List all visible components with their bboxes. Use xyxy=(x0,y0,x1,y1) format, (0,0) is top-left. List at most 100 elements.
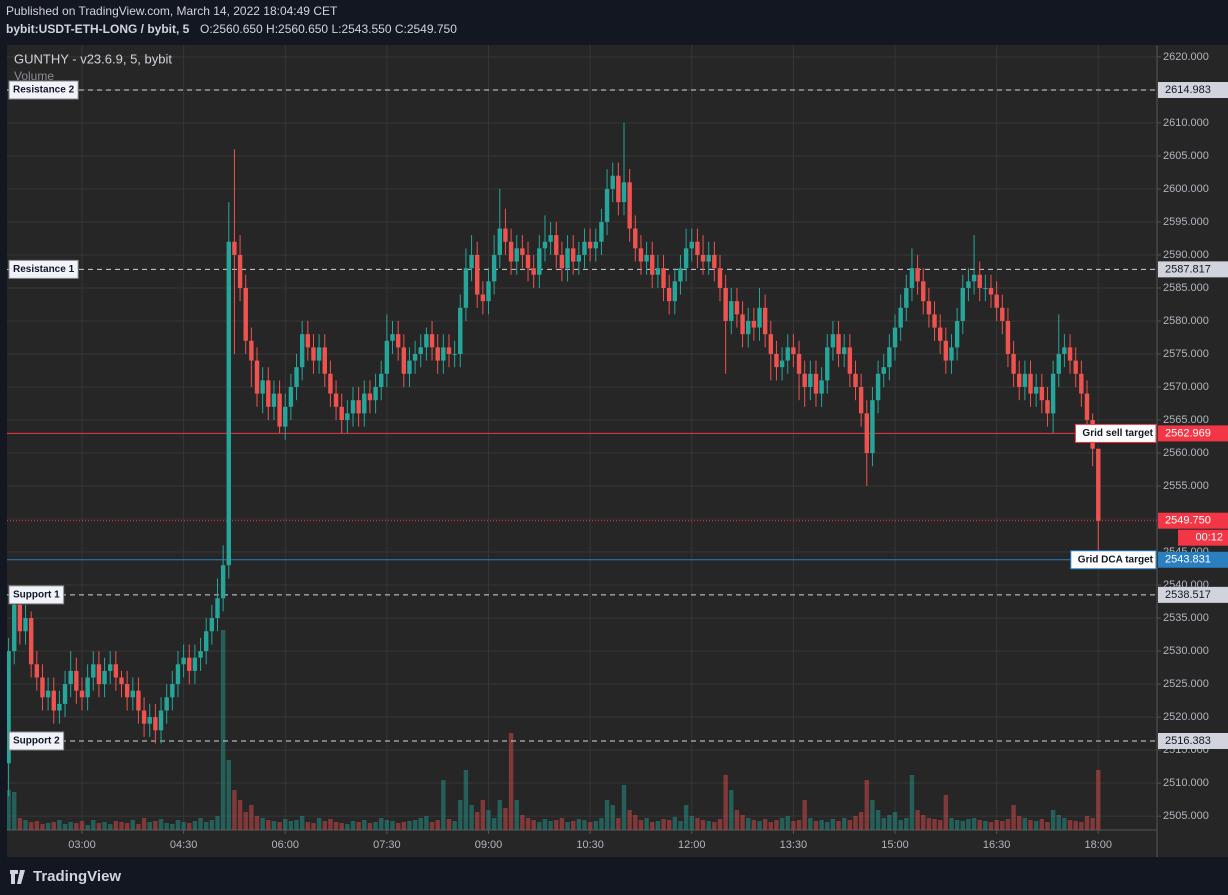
last-price-label: 2549.750 xyxy=(1165,515,1211,527)
level-label: Support 1 xyxy=(13,589,60,600)
volume-bar xyxy=(915,810,920,830)
volume-bar xyxy=(542,819,548,830)
volume-bar xyxy=(1084,816,1090,830)
target-price: 2543.831 xyxy=(1165,554,1211,566)
volume-bar xyxy=(96,823,102,830)
volume-bar xyxy=(672,817,678,830)
y-tick-label: 2505.000 xyxy=(1163,810,1209,822)
level-label-box xyxy=(8,585,65,605)
candle-body xyxy=(870,400,875,454)
plot-background xyxy=(7,45,1157,857)
candle-body xyxy=(136,690,141,711)
candle-body xyxy=(271,393,277,407)
candle-body xyxy=(785,347,790,361)
candle-body xyxy=(746,320,751,335)
target-price: 2562.969 xyxy=(1165,427,1211,439)
volume-bar xyxy=(85,825,90,830)
candle-body xyxy=(1033,386,1039,394)
volume-bar xyxy=(23,820,28,830)
volume-bar xyxy=(548,821,553,830)
candle-body xyxy=(548,235,553,242)
candle-body xyxy=(418,347,423,354)
volume-bar xyxy=(271,821,277,830)
volume-bar xyxy=(881,818,886,830)
volume-bar xyxy=(34,821,40,830)
candle-body xyxy=(424,334,429,348)
candle-body xyxy=(1011,353,1016,374)
volume-bar xyxy=(412,820,418,830)
volume-bar xyxy=(108,824,113,830)
volume-bar xyxy=(113,821,119,830)
volume-bar xyxy=(508,733,514,830)
candle-body xyxy=(520,248,525,255)
level-price-box xyxy=(1158,586,1228,603)
volume-bar xyxy=(796,820,802,830)
candle-body xyxy=(842,347,847,354)
y-tick-label: 2580.000 xyxy=(1163,315,1209,327)
candle-body xyxy=(226,241,231,566)
candle-body xyxy=(994,294,999,308)
candle-body xyxy=(113,664,119,678)
candle-body xyxy=(288,386,294,407)
volume-bar xyxy=(328,819,333,830)
volume-bar xyxy=(209,820,215,830)
volume-bar xyxy=(158,819,164,830)
target-label: Grid DCA target xyxy=(1078,554,1154,565)
level-price: 2538.517 xyxy=(1165,589,1211,601)
level-price: 2614.983 xyxy=(1165,84,1211,96)
candle-body xyxy=(1062,347,1067,354)
candle-body xyxy=(452,353,457,355)
candle-body xyxy=(858,386,864,414)
volume-bar xyxy=(362,820,367,830)
candle-body xyxy=(904,287,909,308)
volume-bar xyxy=(842,818,847,830)
volume-bar xyxy=(491,818,497,830)
volume-bar xyxy=(463,770,469,830)
volume-bar xyxy=(497,800,502,830)
candle-body xyxy=(395,334,401,348)
x-tick-label: 15:00 xyxy=(881,839,909,851)
indicator-label: GUNTHY - v23.6.9, 5, bybit xyxy=(14,51,172,66)
volume-bar xyxy=(1005,819,1011,830)
y-tick-label: 2620.000 xyxy=(1163,51,1209,63)
candle-body xyxy=(740,314,745,335)
volume-bar xyxy=(864,780,869,830)
candle-body xyxy=(734,301,740,315)
candle-body xyxy=(808,373,813,387)
volume-bar xyxy=(215,816,220,830)
candle-body xyxy=(74,670,79,691)
x-tick-label: 07:30 xyxy=(373,839,401,851)
volume-bar xyxy=(350,821,356,830)
volume-bar xyxy=(401,822,407,830)
candle-body xyxy=(1050,373,1056,414)
candle-body xyxy=(277,393,282,427)
volume-bar xyxy=(650,822,655,830)
volume-bar xyxy=(1067,820,1073,830)
volume-bar xyxy=(28,822,34,830)
candle-body xyxy=(108,664,113,671)
volume-bar xyxy=(198,818,203,830)
volume-label: Volume xyxy=(14,69,54,83)
candle-body xyxy=(181,657,186,665)
volume-bar xyxy=(17,818,23,830)
volume-bar xyxy=(892,812,898,830)
volume-bar xyxy=(119,822,124,830)
volume-bar xyxy=(813,821,819,830)
candle-body xyxy=(266,380,271,407)
volume-bar xyxy=(633,815,638,830)
candle-body xyxy=(909,268,915,288)
level-label-box xyxy=(8,259,79,279)
candle-body xyxy=(379,373,384,387)
candle-body xyxy=(362,393,367,414)
level-price-box xyxy=(1158,82,1228,99)
volume-bar xyxy=(260,818,265,830)
candle-body xyxy=(316,347,322,361)
volume-bar xyxy=(825,822,830,830)
candle-body xyxy=(429,334,435,348)
volume-bar xyxy=(141,818,147,830)
candle-body xyxy=(576,254,582,262)
candle-body xyxy=(627,182,632,229)
candle-body xyxy=(751,320,757,328)
volume-bar xyxy=(243,812,248,830)
candle-body xyxy=(1005,320,1011,354)
